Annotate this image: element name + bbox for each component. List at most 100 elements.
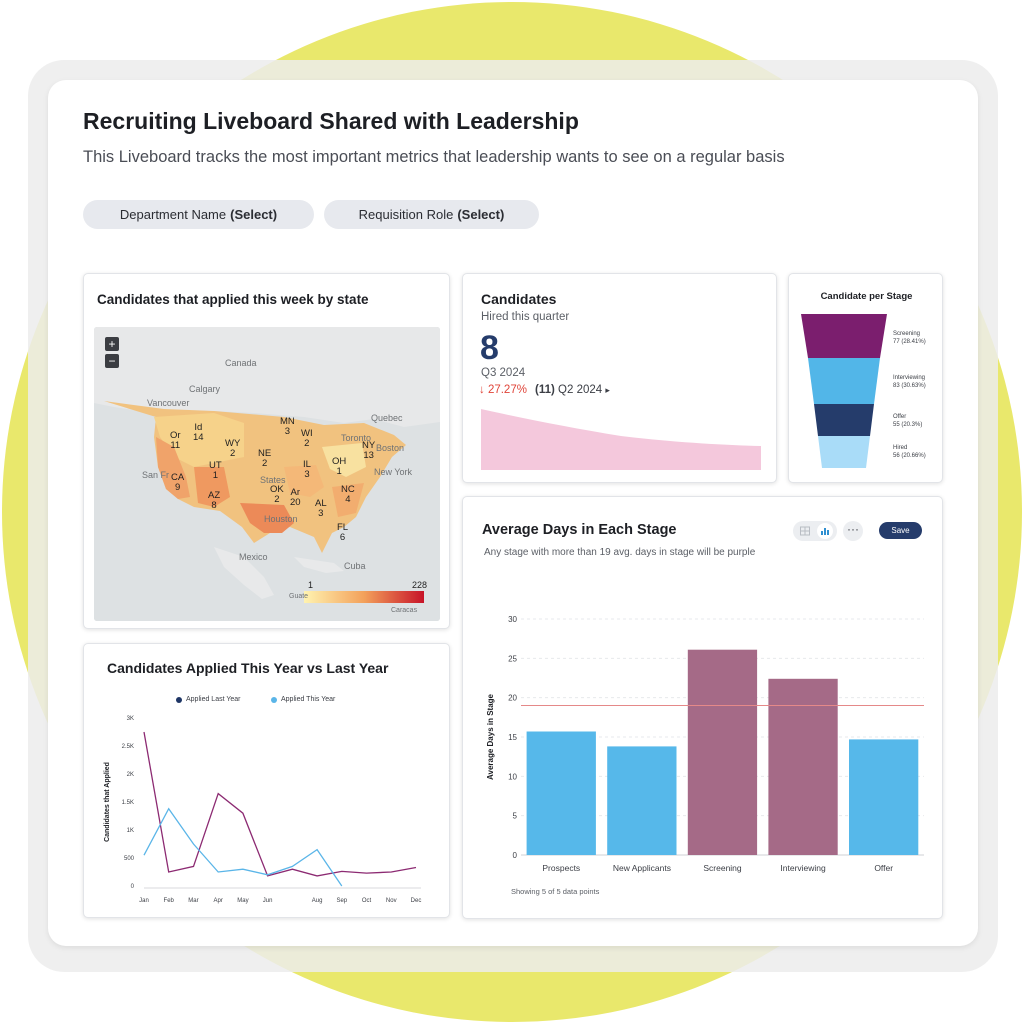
x-tick-label: Jan [139, 898, 149, 904]
funnel-label-offer: Offer 55 (20.3%) [893, 414, 923, 428]
kpi-period: Q3 2024 [481, 367, 526, 379]
state-value[interactable]: Id 14 [193, 422, 204, 443]
place-label: Caracas [391, 607, 418, 614]
zoom-out-button[interactable]: − [105, 354, 119, 368]
state-value[interactable]: NC 4 [341, 484, 355, 505]
series-line-0 [143, 731, 417, 877]
legend-last-year[interactable]: Applied Last Year [176, 696, 241, 703]
kpi-value: 8 [480, 329, 499, 367]
map-tile[interactable]: Candidates that applied this week by sta… [83, 273, 450, 629]
funnel-segment-offer [814, 404, 874, 436]
x-tick-label: May [237, 898, 248, 904]
place-label: Vancouver [147, 398, 190, 408]
y-tick-label: 15 [508, 733, 517, 742]
filter-department-chip[interactable]: Department Name (Select) [83, 200, 314, 229]
line-chart-title: Candidates Applied This Year vs Last Yea… [107, 660, 389, 676]
funnel-chart [801, 314, 887, 468]
state-value[interactable]: FL 6 [337, 522, 349, 543]
bar-chart-subtitle: Any stage with more than 19 avg. days in… [484, 547, 756, 558]
kpi-change: ↓ 27.27% [479, 384, 527, 396]
state-value[interactable]: OK 2 [270, 484, 284, 505]
state-value[interactable]: AZ 8 [208, 490, 221, 511]
x-tick-label: Interviewing [780, 863, 826, 873]
view-toggle [793, 521, 837, 541]
y-tick-label: 3K [127, 716, 134, 722]
x-tick-label: Oct [362, 898, 372, 904]
y-tick-label: 5 [513, 812, 518, 821]
state-value[interactable]: Ar 20 [290, 487, 301, 508]
scale-min-label: 1 [308, 580, 314, 590]
state-value[interactable]: AL 3 [315, 498, 327, 519]
place-label: Mexico [239, 552, 268, 562]
place-label: Quebec [371, 413, 403, 423]
place-label: Houston [264, 514, 298, 524]
y-tick-label: 500 [124, 856, 135, 862]
place-label: Cuba [344, 561, 366, 571]
map-title: Candidates that applied this week by sta… [97, 292, 369, 307]
caret-right-icon[interactable]: ▸ [605, 385, 610, 395]
funnel-label-hired: Hired 56 (20.66%) [893, 445, 926, 459]
kpi-previous-count: (11) [535, 384, 555, 396]
line-chart-tile[interactable]: Candidates Applied This Year vs Last Yea… [83, 643, 450, 918]
map-background [94, 327, 440, 621]
filter-role-value: (Select) [457, 207, 505, 222]
map-area[interactable]: + − Canada Calgary Vancouver Quebec Toro… [94, 327, 440, 621]
page-subtitle: This Liveboard tracks the most important… [83, 148, 785, 166]
state-value[interactable]: UT 1 [209, 460, 222, 481]
y-tick-label: 2K [127, 772, 134, 778]
place-label: Calgary [189, 384, 221, 394]
x-tick-label: New Applicants [613, 863, 671, 873]
kpi-sparkline [481, 409, 761, 470]
line-chart: 0 500 1K 1.5K 2K 2.5K 3K Jan Feb Mar Apr May Jun Aug S… [104, 716, 421, 904]
x-tick-label: Apr [214, 898, 223, 904]
state-value[interactable]: MN 3 [280, 416, 295, 437]
state-value[interactable]: OH 1 [332, 456, 347, 477]
filter-role-label: Requisition Role [358, 207, 454, 222]
y-tick-label: 0 [513, 851, 518, 860]
kpi-title: Candidates [481, 291, 557, 307]
save-button[interactable]: Save [879, 522, 922, 539]
state-value[interactable]: WY 2 [225, 438, 241, 459]
place-label: States [260, 475, 286, 485]
legend-this-year[interactable]: Applied This Year [271, 696, 335, 703]
bar-chart-title: Average Days in Each Stage [482, 522, 677, 538]
y-tick-label: 10 [508, 772, 517, 781]
funnel-tile[interactable]: Candidate per Stage Screening 77 (28.41%)… [788, 273, 943, 483]
scale-max-label: 228 [412, 580, 428, 590]
x-tick-label: Nov [386, 898, 397, 904]
funnel-segment-hired [818, 436, 870, 468]
data-points-note: Showing 5 of 5 data points [511, 887, 600, 896]
y-tick-label: 0 [131, 884, 135, 890]
page-title: Recruiting Liveboard Shared with Leaders… [83, 108, 579, 134]
table-view-icon[interactable] [797, 523, 813, 539]
filter-department-value: (Select) [230, 207, 278, 222]
state-value[interactable]: CA 9 [171, 472, 185, 493]
x-tick-label: Sep [336, 898, 347, 904]
bar-chart-tile[interactable]: Average Days in Each Stage Any stage wit… [462, 496, 943, 919]
series-line-1 [143, 807, 343, 887]
kpi-tile[interactable]: Candidates Hired this quarter 8 Q3 2024 … [462, 273, 777, 483]
y-tick-label: 1.5K [122, 800, 134, 806]
x-tick-label: Aug [312, 898, 323, 904]
place-label: San Fr [142, 470, 170, 480]
y-tick-label: 20 [508, 694, 517, 703]
kpi-subtitle: Hired this quarter [481, 311, 570, 323]
state-value[interactable]: NE 2 [258, 448, 272, 469]
chart-view-icon[interactable] [817, 523, 833, 539]
zoom-in-button[interactable]: + [105, 337, 119, 351]
bar-new-applicants [607, 746, 677, 855]
legend-dot-icon [271, 696, 277, 703]
place-label: Canada [225, 358, 257, 368]
funnel-segment-screening [801, 314, 887, 358]
x-tick-label: Offer [874, 863, 893, 873]
funnel-label-screening: Screening 77 (28.41%) [893, 331, 926, 345]
filter-role-chip[interactable]: Requisition Role (Select) [324, 200, 539, 229]
place-label: Guate [289, 593, 309, 600]
state-value[interactable]: IL 3 [303, 459, 311, 480]
state-value[interactable]: WI 2 [301, 428, 313, 449]
state-value[interactable]: Or 11 [170, 430, 181, 451]
state-value[interactable]: NY 13 [362, 440, 376, 461]
kpi-previous: (11) Q2 2024 ▸ [535, 384, 610, 396]
more-options-icon[interactable]: ··· [843, 521, 863, 541]
bar-prospects [526, 731, 596, 855]
